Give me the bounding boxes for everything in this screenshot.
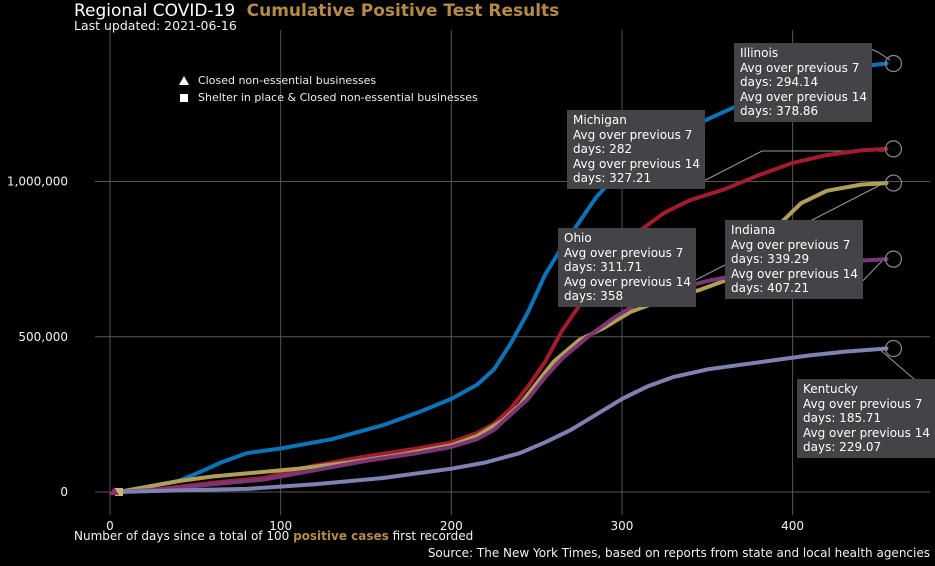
series-end-marker xyxy=(884,250,903,268)
callout-line: Avg over previous 7 xyxy=(803,396,923,411)
x-tick-label: 300 xyxy=(610,519,633,533)
callout-line: days: 378.86 xyxy=(740,104,819,119)
callout-line: Michigan xyxy=(573,113,627,127)
callout-line: days: 185.71 xyxy=(803,411,882,426)
x-tick-label: 200 xyxy=(440,519,463,533)
y-tick-label: 1,000,000 xyxy=(7,175,68,189)
callout-line: Avg over previous 7 xyxy=(564,245,684,260)
x-axis-label: Number of days since a total of 100 posi… xyxy=(74,529,473,543)
callout-line: days: 282 xyxy=(573,142,633,157)
callout-michigan: Michigan Avg over previous 7 days: 282 A… xyxy=(567,110,706,189)
callout-kentucky: Kentucky Avg over previous 7 days: 185.7… xyxy=(797,379,935,458)
callout-line: days: 407.21 xyxy=(731,281,810,296)
shelter-marker xyxy=(115,488,123,496)
y-tick-label: 500,000 xyxy=(18,330,68,344)
legend-label-closed: Closed non-essential businesses xyxy=(198,74,377,87)
legend-item-closed: Closed non-essential businesses xyxy=(178,72,478,89)
x-tick-label: 100 xyxy=(269,519,292,533)
callout-line: days: 327.21 xyxy=(573,171,652,186)
callout-line: Avg over previous 14 xyxy=(564,274,692,289)
legend: Closed non-essential businesses Shelter … xyxy=(178,72,478,106)
callout-line: Indiana xyxy=(731,223,776,237)
source-note: Source: The New York Times, based on rep… xyxy=(427,546,930,560)
callout-line: Kentucky xyxy=(803,382,858,396)
callout-line: Avg over previous 14 xyxy=(731,266,859,281)
series-end-marker xyxy=(884,339,903,358)
x-tick-label: 400 xyxy=(781,519,804,533)
y-tick-label: 0 xyxy=(60,485,68,499)
title-accent: Cumulative Positive Test Results xyxy=(246,1,560,21)
series-line-kentucky xyxy=(116,346,889,494)
chart-title: Regional COVID-19 Cumulative Positive Te… xyxy=(74,1,559,21)
callout-ohio: Ohio Avg over previous 7 days: 311.71 Av… xyxy=(558,228,697,307)
triangle-icon xyxy=(178,75,190,87)
series-line-illinois xyxy=(116,61,889,494)
callout-line: Ohio xyxy=(564,231,592,245)
callout-line: Avg over previous 14 xyxy=(803,425,931,440)
legend-item-shelter: Shelter in place & Closed non-essential … xyxy=(178,89,478,106)
series-end-marker xyxy=(884,54,903,73)
series-line-michigan xyxy=(116,146,889,494)
callout-connector xyxy=(877,347,915,380)
x-axis-label-accent: positive cases xyxy=(293,529,389,543)
last-updated: Last updated: 2021-06-16 xyxy=(74,18,237,33)
x-tick-label: 0 xyxy=(106,519,114,533)
callout-line: days: 294.14 xyxy=(740,75,819,90)
callout-line: Avg over previous 7 xyxy=(740,60,860,75)
x-axis-label-post: first recorded xyxy=(392,529,474,543)
square-icon xyxy=(178,92,190,104)
callout-illinois: Illinois Avg over previous 7 days: 294.1… xyxy=(734,43,873,122)
x-axis-label-pre: Number of days since a total of 100 xyxy=(74,529,290,543)
series-end-marker xyxy=(884,140,903,158)
callout-line: days: 229.07 xyxy=(803,440,882,455)
closed-marker xyxy=(109,487,119,495)
callout-line: Avg over previous 7 xyxy=(573,127,693,142)
legend-label-shelter: Shelter in place & Closed non-essential … xyxy=(198,91,478,104)
callout-line: days: 311.71 xyxy=(564,260,643,275)
callout-line: days: 358 xyxy=(564,289,624,304)
series-end-marker xyxy=(884,174,903,192)
callout-line: Avg over previous 7 xyxy=(731,237,851,252)
callout-indiana: Indiana Avg over previous 7 days: 339.29… xyxy=(725,220,864,299)
callout-line: Illinois xyxy=(740,46,779,60)
callout-line: days: 339.29 xyxy=(731,252,810,267)
callout-line: Avg over previous 14 xyxy=(573,156,701,171)
title-main: Regional COVID-19 xyxy=(74,1,236,21)
callout-line: Avg over previous 14 xyxy=(740,89,868,104)
